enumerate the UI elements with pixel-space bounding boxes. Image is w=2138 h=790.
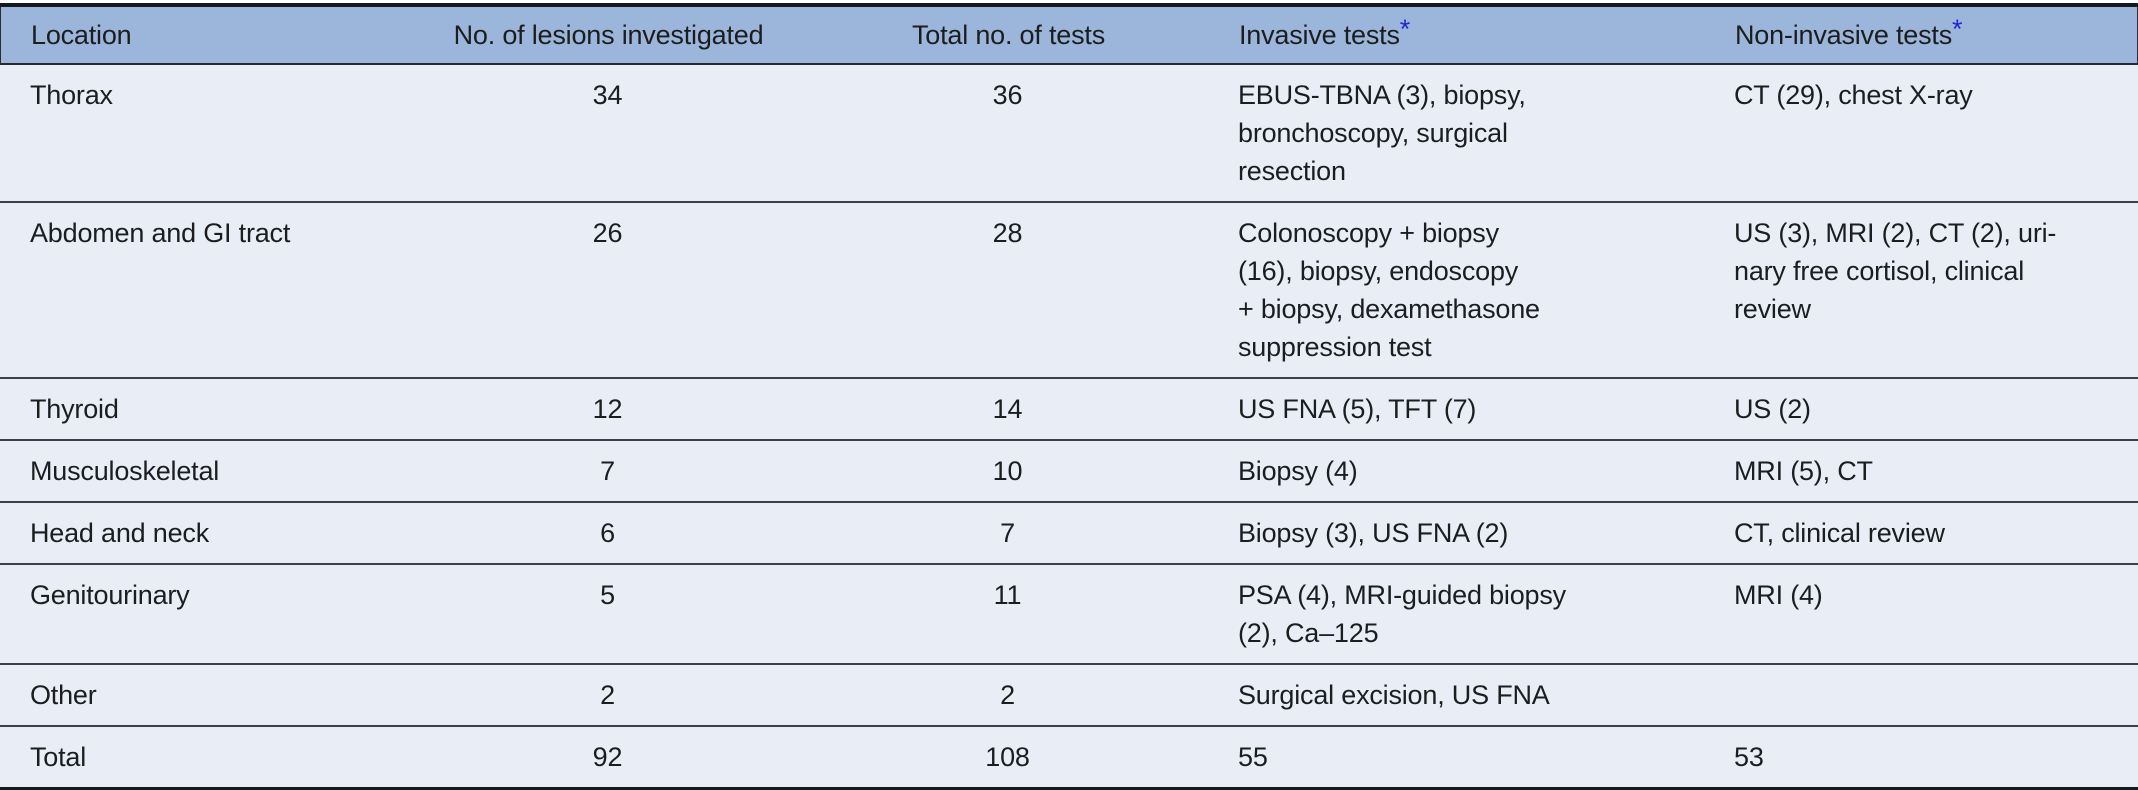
cell-non-invasive-tests: MRI (5), CT	[1734, 456, 1873, 486]
cell-invasive-tests: 55	[1238, 742, 1268, 772]
cell-non-invasive-tests	[1726, 665, 2138, 725]
column-header-location: Location	[1, 7, 431, 63]
column-header-lesions-label: No. of lesions investigated	[453, 20, 764, 50]
cell-location: Genitourinary	[30, 580, 190, 610]
cell-non-invasive-tests: US (3), MRI (2), CT (2), uri- nary free …	[1734, 218, 2057, 324]
column-header-non-invasive: Non-invasive tests *	[1727, 7, 2137, 63]
column-header-total-tests: Total no. of tests	[786, 7, 1231, 63]
table-header-row: Location No. of lesions investigated Tot…	[0, 7, 2138, 65]
cell-total-tests: 36	[992, 80, 1023, 110]
table-row: Musculoskeletal 7 10 Biopsy (4) MRI (5), CT	[0, 439, 2138, 501]
cell-non-invasive-tests: US (2)	[1734, 394, 1811, 424]
cell-lesions-investigated: 2	[600, 680, 615, 710]
cell-non-invasive-tests: MRI (4)	[1734, 580, 1823, 610]
column-header-location-label: Location	[31, 20, 132, 50]
cell-invasive-tests: Biopsy (4)	[1238, 456, 1358, 486]
cell-location: Musculoskeletal	[30, 456, 220, 486]
cell-total-tests: 2	[1000, 680, 1015, 710]
cell-location: Head and neck	[30, 518, 210, 548]
cell-lesions-investigated: 92	[592, 742, 623, 772]
cell-non-invasive-tests: CT, clinical review	[1734, 518, 1945, 548]
table-row: Thyroid 12 14 US FNA (5), TFT (7) US (2)	[0, 377, 2138, 439]
cell-total-tests: 14	[992, 394, 1023, 424]
table-body: Thorax 34 36 EBUS-TBNA (3), biopsy, broncho…	[0, 65, 2138, 787]
cell-location: Total	[30, 742, 87, 772]
cell-total-tests: 11	[993, 580, 1022, 610]
column-header-non-invasive-label: Non-invasive tests	[1735, 20, 1952, 50]
column-header-total-tests-label: Total no. of tests	[911, 20, 1105, 50]
cell-lesions-investigated: 6	[600, 518, 615, 548]
cell-invasive-tests: Biopsy (3), US FNA (2)	[1238, 518, 1509, 548]
column-header-invasive: Invasive tests *	[1231, 7, 1727, 63]
cell-lesions-investigated: 5	[600, 580, 615, 610]
cell-total-tests: 10	[992, 456, 1023, 486]
table-row: Total 92 108 55 53	[0, 725, 2138, 787]
cell-invasive-tests: EBUS-TBNA (3), biopsy, bronchoscopy, sur…	[1238, 80, 1526, 186]
cell-invasive-tests: US FNA (5), TFT (7)	[1238, 394, 1477, 424]
cell-lesions-investigated: 7	[600, 456, 615, 486]
cell-total-tests: 108	[985, 742, 1030, 772]
table-row: Thorax 34 36 EBUS-TBNA (3), biopsy, broncho…	[0, 65, 2138, 201]
table-row: Genitourinary 5 11 PSA (4), MRI-guided biop…	[0, 563, 2138, 663]
cell-invasive-tests: Colonoscopy + biopsy (16), biopsy, endos…	[1238, 218, 1540, 362]
investigations-table: Location No. of lesions investigated Tot…	[0, 3, 2138, 790]
cell-location: Other	[30, 680, 97, 710]
cell-total-tests: 7	[1000, 518, 1015, 548]
cell-lesions-investigated: 12	[592, 394, 623, 424]
cell-location: Thyroid	[30, 394, 119, 424]
cell-invasive-tests: PSA (4), MRI-guided biopsy (2), Ca–125	[1238, 580, 1566, 648]
cell-lesions-investigated: 34	[592, 80, 623, 110]
column-header-invasive-label: Invasive tests	[1239, 20, 1400, 50]
table-row: Head and neck 6 7 Biopsy (3), US FNA (2) CT,…	[0, 501, 2138, 563]
cell-lesions-investigated: 26	[592, 218, 623, 248]
cell-total-tests: 28	[992, 218, 1023, 248]
table-row: Other 2 2 Surgical excision, US FNA	[0, 663, 2138, 725]
cell-location: Abdomen and GI tract	[30, 218, 291, 248]
cell-non-invasive-tests: CT (29), chest X-ray	[1734, 80, 1973, 110]
table-row: Abdomen and GI tract 26 28 Colonoscopy + bi…	[0, 201, 2138, 377]
cell-invasive-tests: Surgical excision, US FNA	[1238, 680, 1550, 710]
cell-location: Thorax	[30, 80, 113, 110]
cell-non-invasive-tests: 53	[1734, 742, 1764, 772]
column-header-lesions: No. of lesions investigated	[431, 7, 786, 63]
